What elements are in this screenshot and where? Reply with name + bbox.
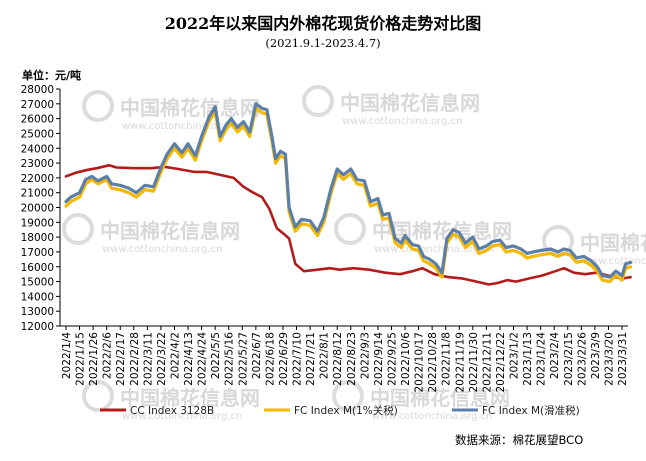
watermark-layer: 中国棉花信息网www.cottonchina.org.cn中国棉花信息网www.…: [62, 85, 646, 422]
x-tick-label: 2022/5/27: [237, 332, 249, 386]
x-tick-label: 2023/1/24: [536, 332, 548, 386]
x-tick-label: 2022/4/13: [183, 332, 195, 386]
unit-label: 单位：元/吨: [22, 69, 82, 82]
x-tick-label: 2022/11/30: [468, 332, 480, 393]
x-tick-label: 2022/6/29: [278, 332, 290, 386]
watermark-text: 中国棉花信息网: [340, 91, 480, 115]
series-lines: [64, 102, 633, 286]
y-tick-label: 14000: [21, 291, 54, 303]
x-tick-label: 2022/9/14: [373, 332, 385, 386]
x-tick-label: 2022/6/18: [264, 332, 276, 386]
x-tick-label: 2023/1/13: [522, 332, 534, 386]
watermark-url: www.cottonchina.org.cn: [374, 244, 494, 255]
x-tick-label: 2022/6/7: [251, 332, 263, 379]
watermark-text: 中国棉花信息网: [100, 219, 240, 243]
x-tick-label: 2022/8/12: [332, 332, 344, 386]
legend-label: FC Index M(1%关税): [294, 404, 398, 417]
x-tick-label: 2022/5/5: [210, 332, 222, 379]
x-tick-label: 2023/1/2: [509, 332, 521, 379]
watermark-logo-icon: [82, 90, 114, 122]
y-tick-label: 21000: [21, 188, 54, 200]
x-tick-label: 2022/10/28: [427, 332, 439, 393]
legend-label: CC Index 3128B: [130, 405, 214, 417]
x-tick-label: 2022/1/26: [88, 332, 100, 386]
y-tick-label: 19000: [21, 217, 54, 229]
x-tick-label: 2022/4/24: [197, 332, 209, 386]
watermark-url: www.cottonchina.org.cn: [372, 411, 492, 422]
legend-label: FC Index M(滑准税): [482, 404, 580, 417]
y-tick-label: 27000: [21, 99, 54, 111]
y-tick-label: 28000: [21, 84, 54, 96]
watermark-text: 中国棉花信息网: [120, 96, 260, 120]
watermark-text: 中国棉花信息网: [370, 386, 510, 410]
chart-title: 2022年以来国内外棉花现货价格走势对比图: [164, 14, 482, 33]
y-tick-label: 22000: [21, 173, 54, 185]
y-tick-label: 18000: [21, 232, 54, 244]
y-tick-label: 23000: [21, 158, 54, 170]
watermark-text: 中国棉花信息网: [580, 231, 646, 255]
x-tick-label: 2022/12/11: [481, 332, 493, 393]
chart-subtitle: (2021.9.1-2023.4.7): [265, 36, 381, 50]
watermark-url: www.cottonchina.org.cn: [122, 121, 242, 132]
x-tick-label: 2022/7/10: [292, 332, 304, 386]
x-tick-label: 2022/1/15: [75, 332, 87, 386]
x-tick-label: 2022/2/17: [115, 332, 127, 386]
y-tick-label: 16000: [21, 262, 54, 274]
watermark-logo-icon: [62, 213, 94, 245]
x-tick-label: 2023/2/26: [576, 332, 588, 386]
x-tick-label: 2022/1/4: [61, 332, 73, 379]
y-tick-label: 15000: [21, 277, 54, 289]
watermark-text: 中国棉花信息网: [120, 386, 260, 410]
x-tick-label: 2022/9/25: [386, 332, 398, 386]
y-tick-label: 26000: [21, 114, 54, 126]
x-tick-label: 2022/4/2: [169, 332, 181, 379]
x-tick-label: 2023/3/20: [603, 332, 615, 386]
y-tick-label: 13000: [21, 306, 54, 318]
x-tick-label: 2022/2/6: [102, 332, 114, 379]
x-tick-label: 2022/10/17: [414, 332, 426, 393]
watermark-url: www.cottonchina.org.cn: [342, 116, 462, 127]
x-tick-label: 2022/12/22: [495, 332, 507, 393]
legend: CC Index 3128B FC Index M(1%关税) FC Index M…: [100, 404, 580, 417]
x-tick-label: 2022/8/23: [346, 332, 358, 386]
series-line-1: [64, 164, 632, 286]
x-tick-label: 2023/3/31: [617, 332, 629, 386]
axes: 12000 13000 14000 15000 16000 17000 18000 19000…: [21, 84, 629, 393]
x-tick-label: 2022/11/19: [454, 332, 466, 393]
x-tick-label: 2022/7/21: [305, 332, 317, 386]
x-tick-label: 2022/2/28: [129, 332, 141, 386]
watermark-logo-icon: [332, 380, 364, 412]
watermark-logo-icon: [302, 85, 334, 117]
x-tick-label: 2023/2/4: [549, 332, 561, 379]
y-tick-label: 17000: [21, 247, 54, 259]
x-tick-label: 2022/5/16: [224, 332, 236, 386]
y-tick-label: 25000: [21, 128, 54, 140]
y-tick-label: 20000: [21, 203, 54, 215]
x-tick-label: 2023/2/15: [563, 332, 575, 386]
watermark-logo-icon: [334, 213, 366, 245]
y-tick-label: 24000: [21, 143, 54, 155]
x-tick-label: 2022/8/1: [319, 332, 331, 379]
x-tick-label: 2022/10/6: [400, 332, 412, 386]
x-tick-label: 2023/3/9: [590, 332, 602, 379]
watermark-url: www.cottonchina.org.cn: [582, 256, 646, 267]
watermark-logo-icon: [82, 380, 114, 412]
x-tick-label: 2022/3/11: [142, 332, 154, 386]
source-note: 数据来源：棉花展望BCO: [455, 433, 584, 447]
x-tick-label: 2022/9/3: [359, 332, 371, 379]
series-line-3: [64, 102, 633, 279]
y-tick-label: 12000: [21, 321, 54, 333]
x-tick-label: 2022/11/8: [441, 332, 453, 386]
x-tick-label: 2022/3/22: [156, 332, 168, 386]
watermark-url: www.cottonchina.org.cn: [102, 244, 222, 255]
watermark-url: www.cottonchina.org.cn: [122, 411, 242, 422]
series-line-2: [64, 106, 633, 284]
